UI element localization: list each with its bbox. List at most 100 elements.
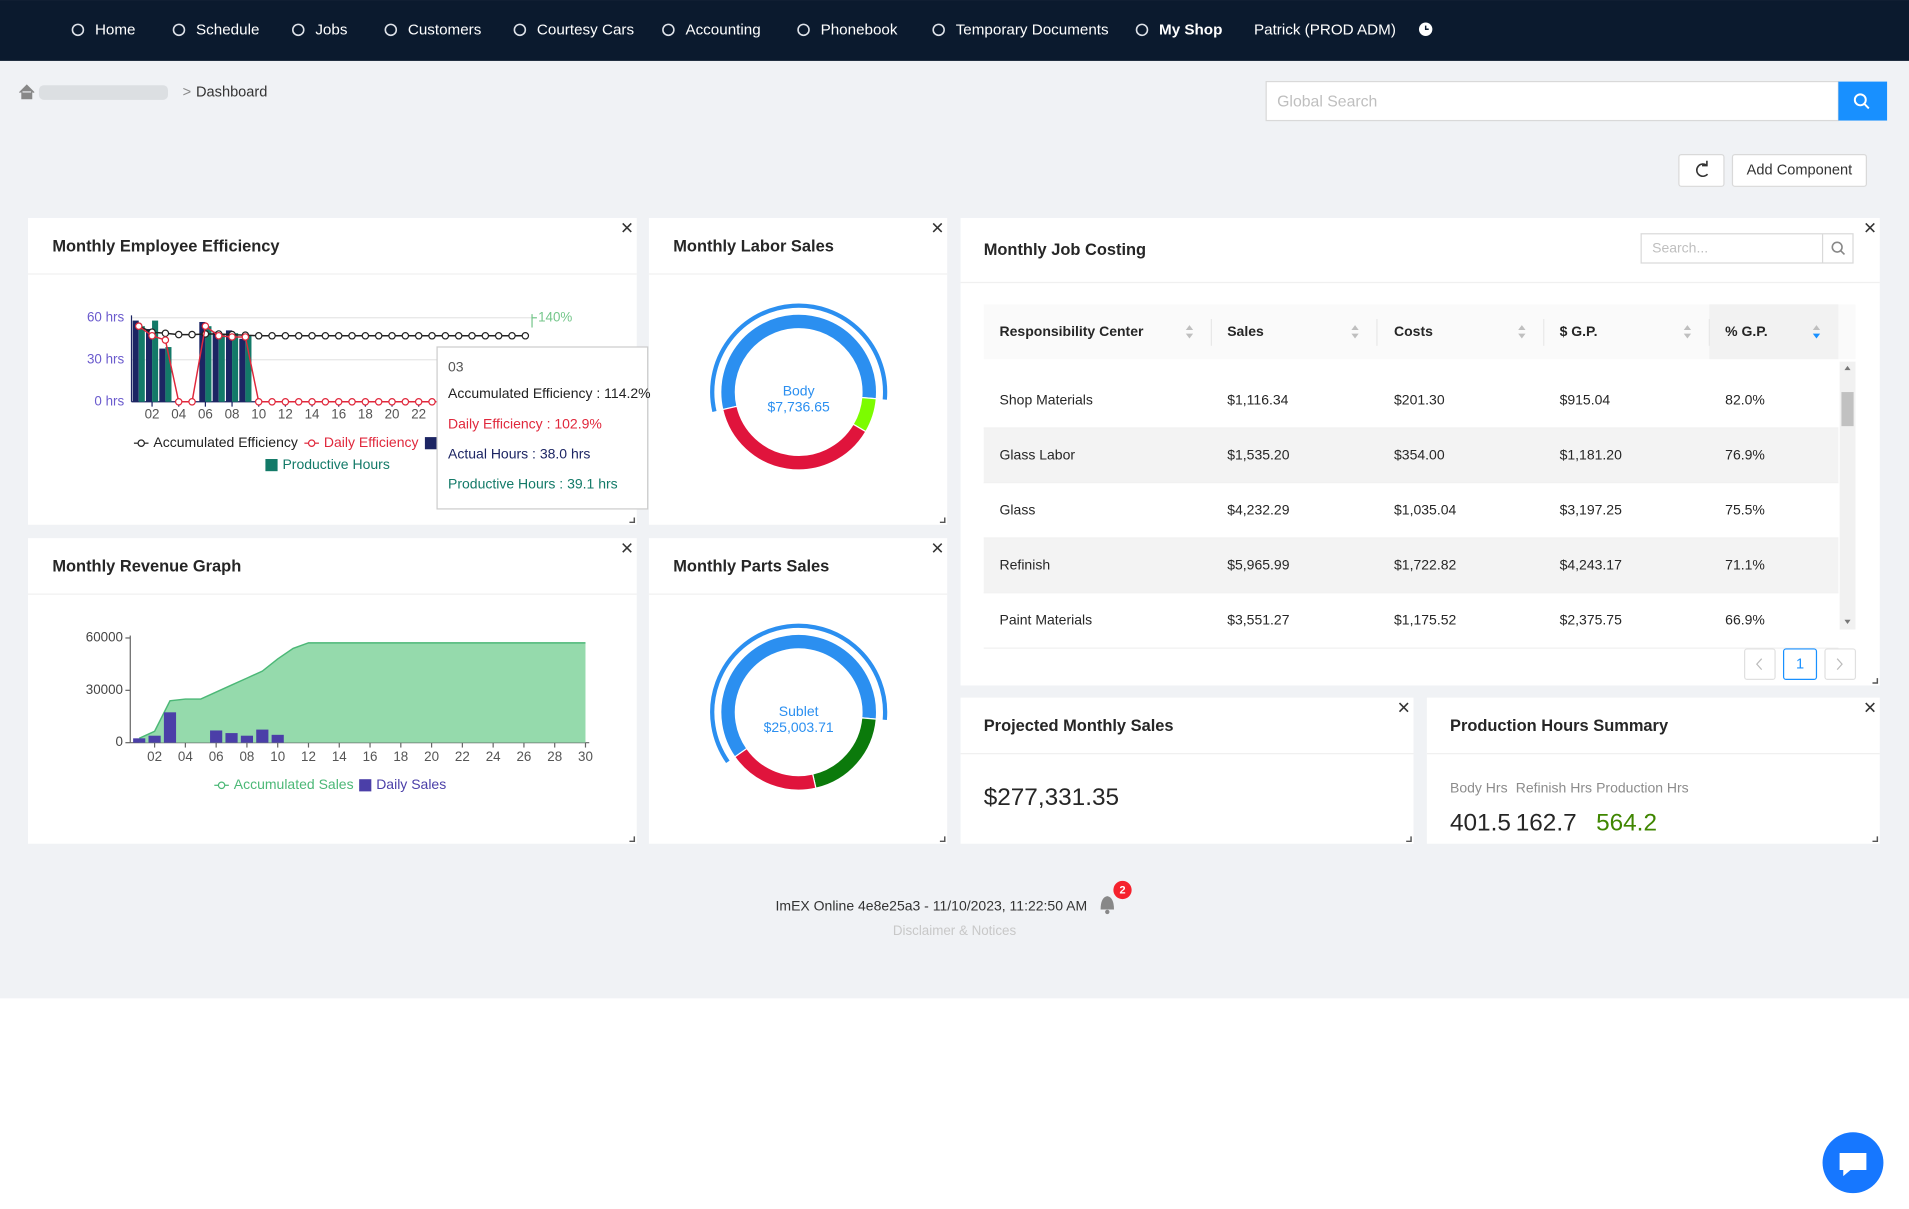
resize-handle[interactable] xyxy=(1872,678,1879,684)
resize-handle[interactable] xyxy=(1872,836,1879,843)
close-icon[interactable] xyxy=(1865,222,1875,233)
resize-handle[interactable] xyxy=(939,517,946,524)
x-tick-label: 24 xyxy=(486,749,501,764)
table-cell: Refinish xyxy=(1000,556,1051,572)
column-header[interactable]: Costs xyxy=(1394,323,1433,339)
line-marker xyxy=(281,332,290,340)
legend-label[interactable]: Accumulated Sales xyxy=(234,776,354,792)
pagination-prev[interactable] xyxy=(1744,648,1776,680)
legend-label[interactable]: Productive Hours xyxy=(282,456,389,472)
table-cell: $201.30 xyxy=(1394,391,1445,407)
line-marker xyxy=(374,332,383,340)
area xyxy=(139,642,586,743)
legend-label[interactable]: Daily Efficiency xyxy=(324,434,419,450)
resize-handle[interactable] xyxy=(939,836,946,843)
table-cell: $4,243.17 xyxy=(1560,556,1622,572)
table-cell: 71.1% xyxy=(1725,556,1765,572)
table-cell: 82.0% xyxy=(1725,391,1765,407)
column-header[interactable]: $ G.P. xyxy=(1560,323,1598,339)
line-marker xyxy=(254,398,263,406)
refresh-button[interactable] xyxy=(1678,154,1725,187)
stat-label: Body Hrs xyxy=(1450,780,1508,796)
pagination-next[interactable] xyxy=(1824,648,1857,680)
nav-item[interactable]: My Shop xyxy=(1159,21,1222,38)
column-header[interactable]: Sales xyxy=(1227,323,1264,339)
x-tick-label: 08 xyxy=(225,407,240,422)
column-header[interactable]: Responsibility Center xyxy=(1000,323,1144,339)
refresh-icon xyxy=(1696,163,1709,177)
nav-icon xyxy=(1135,23,1149,37)
bar xyxy=(133,738,146,743)
resize-handle[interactable] xyxy=(629,517,636,524)
line-marker xyxy=(334,332,343,340)
pagination-page[interactable] xyxy=(1782,648,1818,680)
nav-item[interactable]: Patrick (PROD ADM) xyxy=(1254,21,1396,38)
line-marker xyxy=(228,333,236,341)
bar xyxy=(232,333,239,402)
notification-badge xyxy=(1113,880,1132,900)
add-component-button[interactable] xyxy=(1731,154,1867,187)
line-marker xyxy=(521,332,530,340)
x-tick-label: 26 xyxy=(516,749,531,764)
bar xyxy=(210,730,223,743)
resize-handle[interactable] xyxy=(1406,836,1412,843)
line-marker xyxy=(454,332,463,340)
card-title: Monthly Job Costing xyxy=(984,241,1146,259)
x-tick-label: 12 xyxy=(278,407,293,422)
x-tick-label: 02 xyxy=(145,407,160,422)
nav-item[interactable]: Jobs xyxy=(315,21,348,38)
table-row xyxy=(983,483,1839,539)
close-icon[interactable] xyxy=(1398,702,1409,713)
nav-item[interactable]: Home xyxy=(95,21,136,38)
bar xyxy=(271,734,284,743)
tooltip-line: Accumulated Efficiency : 114.2% xyxy=(448,385,651,401)
nav-item[interactable]: Phonebook xyxy=(821,21,898,38)
table-search-icon[interactable] xyxy=(1831,241,1843,253)
legend-label[interactable]: Daily Sales xyxy=(376,776,446,792)
scrollbar-track xyxy=(1839,361,1856,630)
nav-icon xyxy=(932,23,945,37)
global-search-input[interactable] xyxy=(1265,80,1839,122)
close-icon[interactable] xyxy=(622,222,632,233)
close-icon[interactable] xyxy=(932,543,943,553)
donut-segment[interactable] xyxy=(733,747,817,791)
nav-item[interactable]: Accounting xyxy=(685,21,760,38)
card xyxy=(960,697,1414,844)
legend-label[interactable]: Accumulated Efficiency xyxy=(153,434,297,450)
x-tick-label: 20 xyxy=(385,407,400,422)
resize-handle[interactable] xyxy=(629,836,636,843)
sort-up xyxy=(1812,325,1821,330)
nav-item[interactable]: Schedule xyxy=(196,21,259,38)
clock-hand xyxy=(1424,25,1429,30)
footer-disclaimer[interactable]: Disclaimer & Notices xyxy=(893,923,1017,938)
pagination-page-number: 1 xyxy=(1796,657,1804,673)
column-header[interactable]: % G.P. xyxy=(1725,323,1768,339)
x-tick-label: 12 xyxy=(301,749,316,764)
table-search-input[interactable] xyxy=(1640,233,1854,264)
global-search-button[interactable] xyxy=(1838,81,1888,121)
x-tick-label: 16 xyxy=(331,407,346,422)
scrollbar-thumb[interactable] xyxy=(1841,392,1854,427)
table-cell: 76.9% xyxy=(1725,446,1765,462)
global-search-placeholder: Global Search xyxy=(1277,93,1377,110)
nav-icon xyxy=(662,23,675,37)
line-marker xyxy=(334,398,343,406)
breadcrumb-separator: > xyxy=(183,84,192,100)
nav-item[interactable]: Customers xyxy=(408,21,482,38)
donut-segment[interactable] xyxy=(722,405,867,471)
table-cell: $1,535.20 xyxy=(1227,446,1289,462)
close-icon[interactable] xyxy=(1865,702,1875,713)
breadcrumb-home[interactable] xyxy=(19,84,35,100)
close-icon[interactable] xyxy=(622,543,632,553)
bar xyxy=(145,328,153,402)
x-tick-label: 10 xyxy=(270,749,285,764)
bar xyxy=(256,729,269,743)
nav-item[interactable]: Temporary Documents xyxy=(956,21,1109,38)
bell-icon[interactable] xyxy=(1100,896,1114,910)
y-tick-label: 30000 xyxy=(86,682,123,697)
sort-down xyxy=(1812,333,1821,339)
nav-icon xyxy=(292,23,305,37)
nav-item[interactable]: Courtesy Cars xyxy=(537,21,635,38)
close-icon[interactable] xyxy=(932,222,943,233)
